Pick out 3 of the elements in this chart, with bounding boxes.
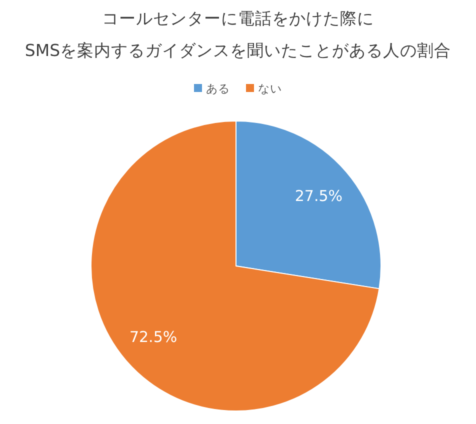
title: コールセンターに電話をかけた際に SMSを案内するガイダンスを聞いたことがある人の割合 — [24, 9, 452, 60]
legend-label: ある — [206, 82, 230, 96]
legend-label: ない — [258, 82, 282, 96]
